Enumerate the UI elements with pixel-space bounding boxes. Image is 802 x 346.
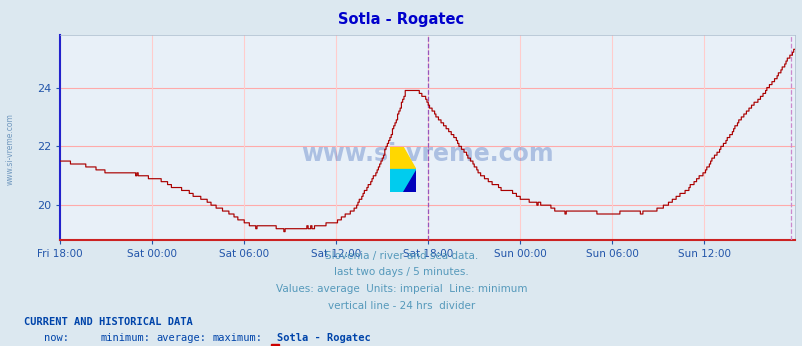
Text: Sotla - Rogatec: Sotla - Rogatec xyxy=(277,333,371,343)
Text: minimum:: minimum: xyxy=(100,333,150,343)
Text: last two days / 5 minutes.: last two days / 5 minutes. xyxy=(334,267,468,277)
Text: maximum:: maximum: xyxy=(213,333,262,343)
Polygon shape xyxy=(403,170,415,192)
Text: now:: now: xyxy=(44,333,69,343)
Text: average:: average: xyxy=(156,333,206,343)
Text: vertical line - 24 hrs  divider: vertical line - 24 hrs divider xyxy=(327,301,475,311)
Text: www.si-vreme.com: www.si-vreme.com xyxy=(6,113,15,185)
Text: Sotla - Rogatec: Sotla - Rogatec xyxy=(338,12,464,27)
Polygon shape xyxy=(390,170,415,192)
Text: CURRENT AND HISTORICAL DATA: CURRENT AND HISTORICAL DATA xyxy=(24,317,192,327)
Text: www.si-vreme.com: www.si-vreme.com xyxy=(301,142,553,166)
Text: Values: average  Units: imperial  Line: minimum: Values: average Units: imperial Line: mi… xyxy=(275,284,527,294)
Text: Slovenia / river and sea data.: Slovenia / river and sea data. xyxy=(325,251,477,261)
Polygon shape xyxy=(390,147,415,170)
